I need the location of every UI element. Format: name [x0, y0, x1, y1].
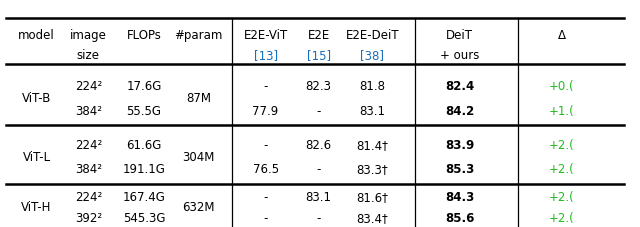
Text: 83.3†: 83.3† [356, 163, 388, 176]
Text: #param: #param [174, 29, 223, 42]
Text: 224²: 224² [75, 191, 102, 204]
Text: ViT-L: ViT-L [22, 151, 51, 164]
Text: -: - [317, 212, 321, 225]
Text: 17.6G: 17.6G [126, 80, 162, 93]
Text: 384²: 384² [75, 163, 102, 176]
Text: E2E-ViT: E2E-ViT [243, 29, 288, 42]
Text: 85.3: 85.3 [445, 163, 474, 176]
Text: 224²: 224² [75, 80, 102, 93]
Text: -: - [264, 191, 268, 204]
Text: 167.4G: 167.4G [123, 191, 165, 204]
Text: +0.(: +0.( [549, 80, 575, 93]
Text: 85.6: 85.6 [445, 212, 474, 225]
Text: 77.9: 77.9 [252, 105, 279, 118]
Text: size: size [77, 49, 100, 62]
Text: 83.1: 83.1 [360, 105, 385, 118]
Text: Δ: Δ [558, 29, 566, 42]
Text: 83.1: 83.1 [306, 191, 332, 204]
Text: image: image [70, 29, 107, 42]
Text: FLOPs: FLOPs [127, 29, 161, 42]
Text: 61.6G: 61.6G [126, 139, 162, 152]
Text: 81.8: 81.8 [360, 80, 385, 93]
Text: -: - [264, 80, 268, 93]
Text: 224²: 224² [75, 139, 102, 152]
Text: model: model [18, 29, 55, 42]
Text: +2.(: +2.( [549, 139, 575, 152]
Text: 82.6: 82.6 [306, 139, 332, 152]
Text: 84.2: 84.2 [445, 105, 474, 118]
Text: 632M: 632M [182, 201, 214, 215]
Text: 82.3: 82.3 [306, 80, 332, 93]
Text: 191.1G: 191.1G [123, 163, 165, 176]
Text: 81.6†: 81.6† [356, 191, 388, 204]
Text: 84.3: 84.3 [445, 191, 474, 204]
Text: +1.(: +1.( [549, 105, 575, 118]
Text: DeiT: DeiT [446, 29, 473, 42]
Text: +2.(: +2.( [549, 191, 575, 204]
Text: ViT-B: ViT-B [22, 92, 51, 106]
Text: +2.(: +2.( [549, 163, 575, 176]
Text: [38]: [38] [360, 49, 385, 62]
Text: E2E: E2E [308, 29, 330, 42]
Text: E2E-DeiT: E2E-DeiT [346, 29, 399, 42]
Text: 83.9: 83.9 [445, 139, 474, 152]
Text: 304M: 304M [182, 151, 214, 164]
Text: + ours: + ours [440, 49, 479, 62]
Text: 83.4†: 83.4† [356, 212, 388, 225]
Text: 81.4†: 81.4† [356, 139, 388, 152]
Text: 55.5G: 55.5G [127, 105, 161, 118]
Text: +2.(: +2.( [549, 212, 575, 225]
Text: 545.3G: 545.3G [123, 212, 165, 225]
Text: -: - [317, 163, 321, 176]
Text: 82.4: 82.4 [445, 80, 474, 93]
Text: 392²: 392² [75, 212, 102, 225]
Text: -: - [317, 105, 321, 118]
Text: 76.5: 76.5 [253, 163, 278, 176]
Text: [15]: [15] [307, 49, 331, 62]
Text: ViT-H: ViT-H [21, 201, 52, 215]
Text: -: - [264, 212, 268, 225]
Text: -: - [264, 139, 268, 152]
Text: 384²: 384² [75, 105, 102, 118]
Text: [13]: [13] [253, 49, 278, 62]
Text: 87M: 87M [186, 92, 211, 106]
